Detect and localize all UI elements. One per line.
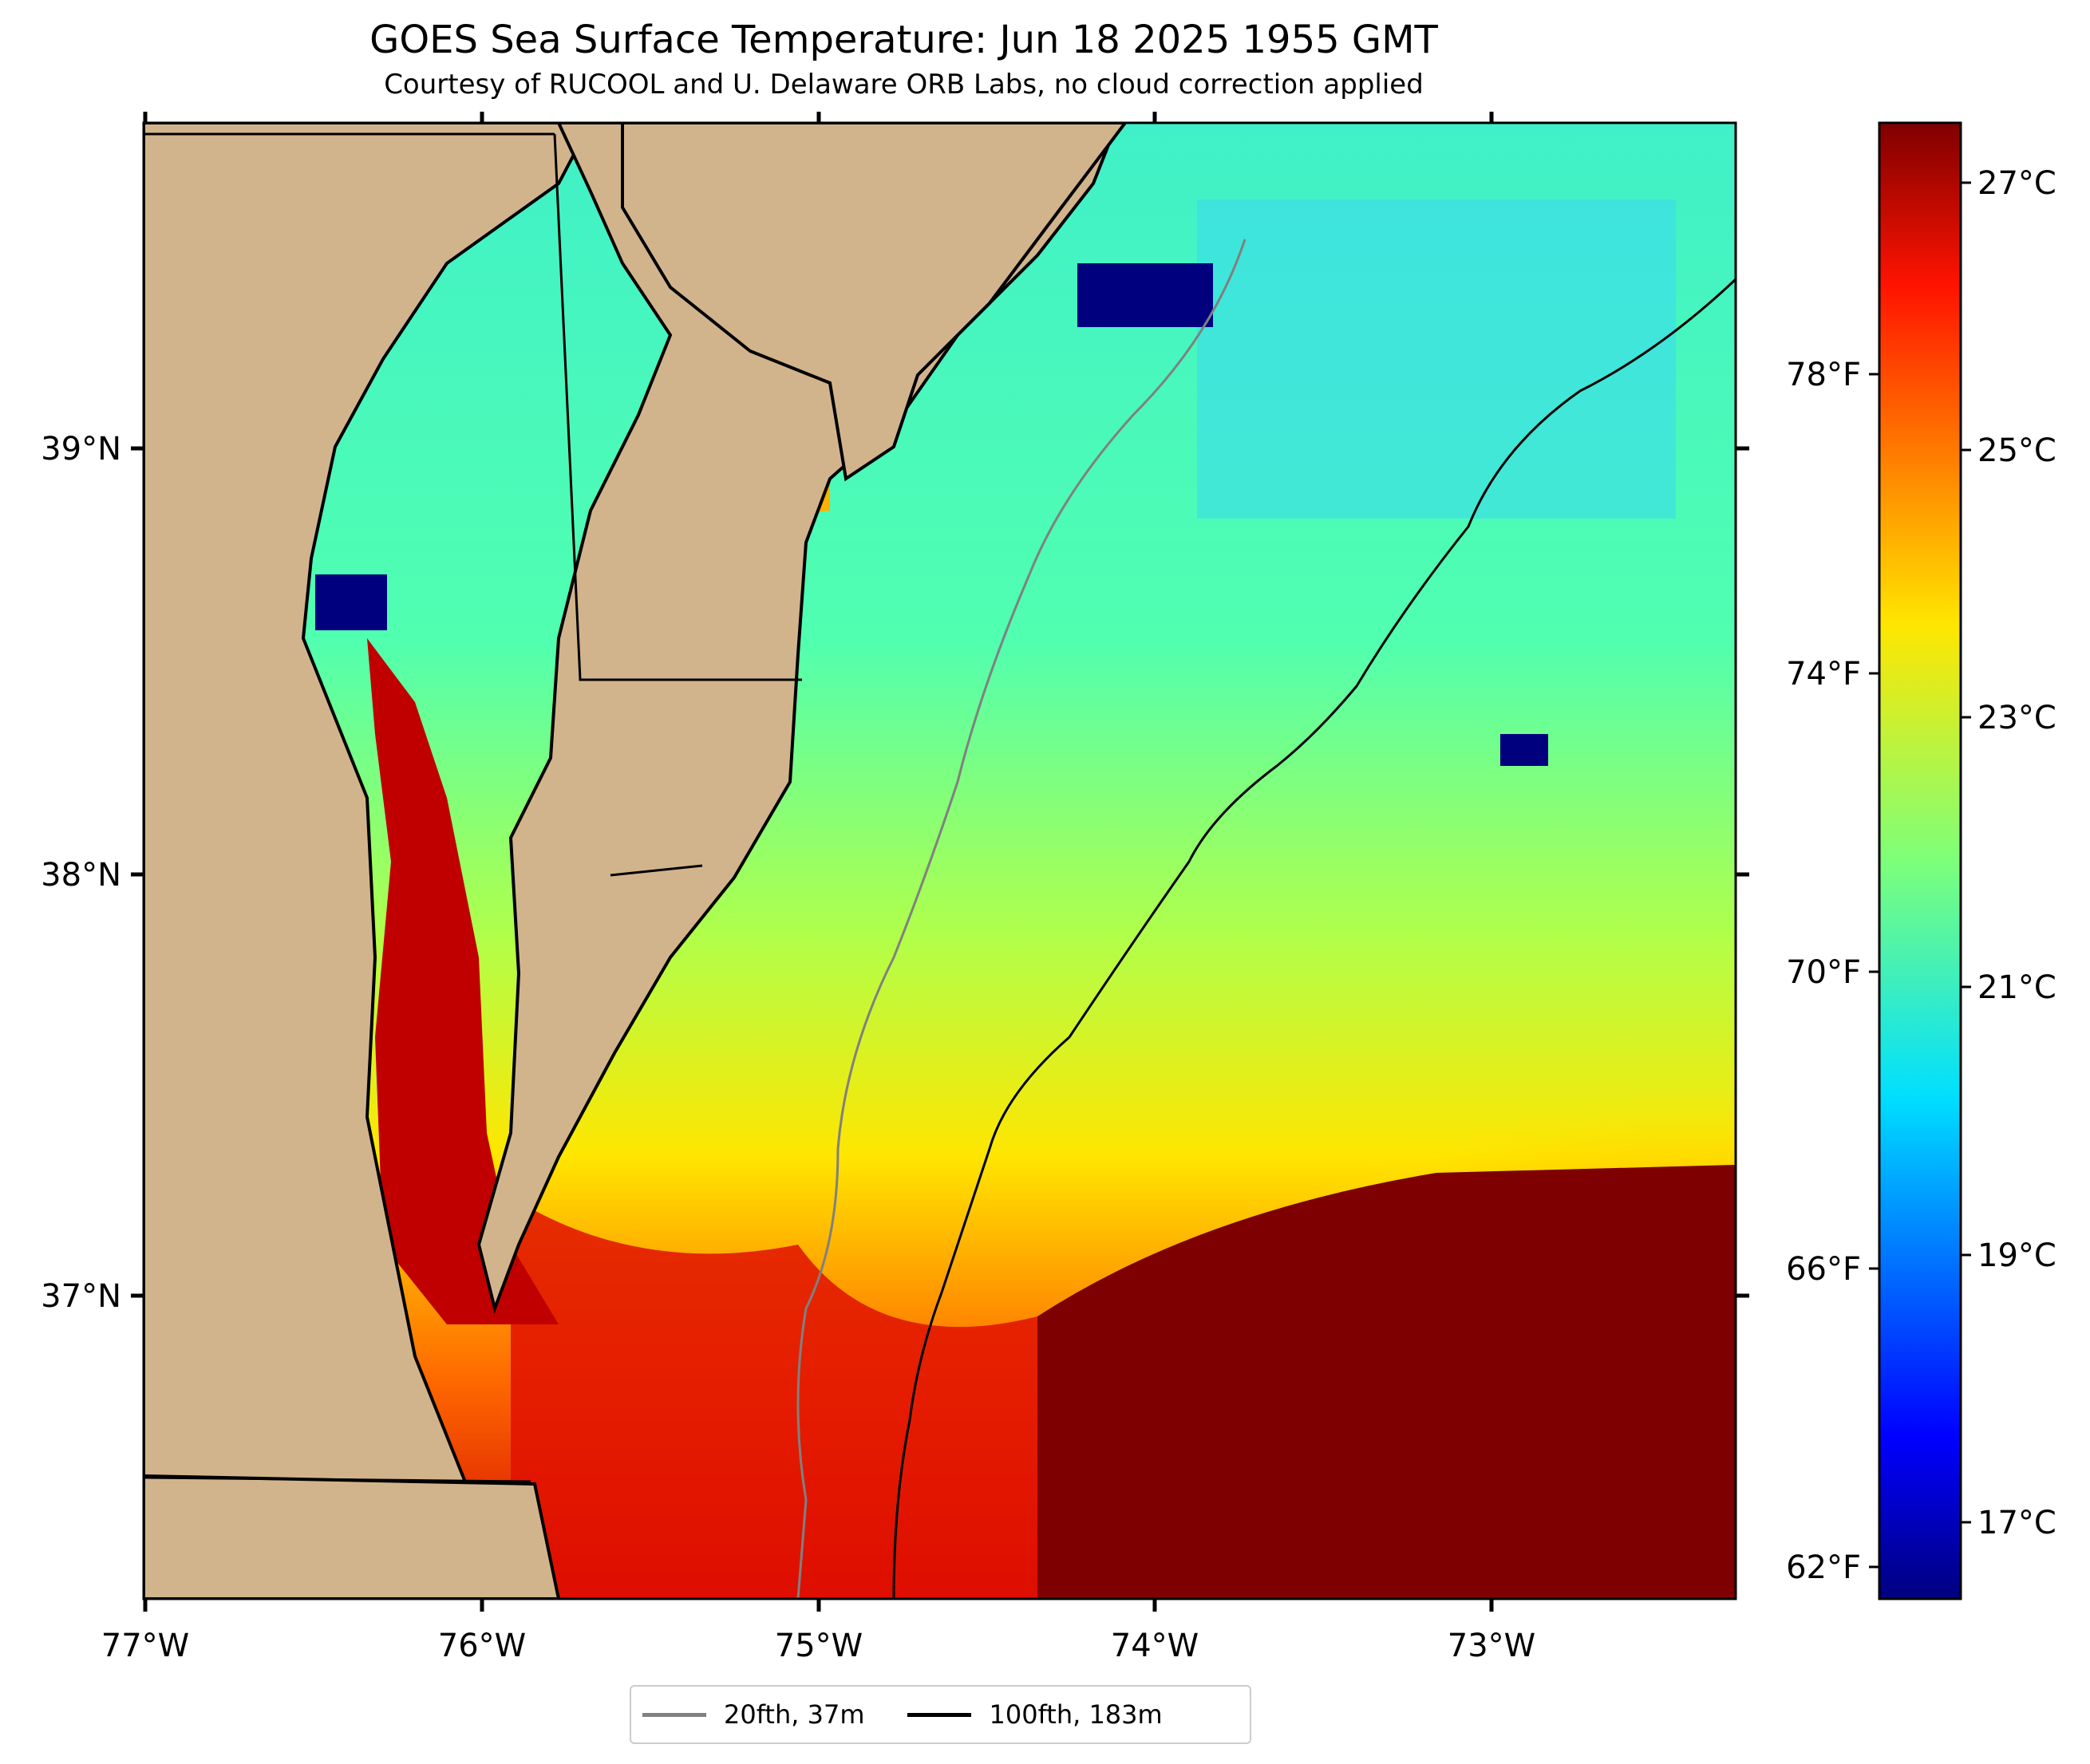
lon-label-73w: 73°W <box>1448 1628 1535 1664</box>
new-jersey-land <box>621 123 1128 482</box>
legend-item-100fth: 100fth, 183m <box>907 1699 1163 1730</box>
state-boundary <box>553 133 802 681</box>
legend-line-gray <box>642 1712 706 1717</box>
colorbar-label-f: 62°F <box>1786 1549 1861 1586</box>
colorbar-label-f: 78°F <box>1786 357 1861 393</box>
longitude-ticks <box>143 112 1494 1612</box>
state-boundary <box>610 864 703 877</box>
legend-item-20fth: 20fth, 37m <box>642 1699 864 1730</box>
lon-label-76w: 76°W <box>438 1628 526 1664</box>
colorbar-label-c: 17°C <box>1977 1505 2056 1541</box>
map-title: GOES Sea Surface Temperature: Jun 18 202… <box>369 18 1438 62</box>
legend-label: 20fth, 37m <box>724 1699 865 1730</box>
lon-label-74w: 74°W <box>1111 1628 1199 1664</box>
lat-label-37n: 37°N <box>41 1278 121 1315</box>
colorbar <box>1878 121 1962 1600</box>
no-data-cloud-patch <box>1500 734 1548 766</box>
map-frame <box>142 121 1737 1600</box>
legend-line-black <box>907 1712 972 1717</box>
isobath-20fth <box>796 239 1246 1599</box>
legend-label: 100fth, 183m <box>989 1699 1163 1730</box>
colorbar-label-c: 23°C <box>1977 700 2056 736</box>
delmarva-peninsula-land <box>476 123 1120 1314</box>
colorbar-label-c: 25°C <box>1977 432 2056 469</box>
sst-map-panel <box>144 123 1736 1599</box>
cool-water-patch <box>1197 199 1676 519</box>
lat-label-39n: 39°N <box>41 431 121 468</box>
colorbar-label-c: 19°C <box>1977 1237 2056 1274</box>
no-data-cloud-patch <box>315 574 387 630</box>
colorbar-label-f: 70°F <box>1786 954 1861 991</box>
colorbar-label-f: 66°F <box>1786 1251 1861 1288</box>
latitude-ticks <box>131 446 1749 1298</box>
no-data-cloud-patch <box>1077 263 1213 327</box>
lat-label-38n: 38°N <box>41 857 121 894</box>
map-legend: 20fth, 37m 100fth, 183m <box>630 1685 1251 1744</box>
colorbar-label-c: 27°C <box>1977 165 2056 202</box>
chesapeake-bay-sst <box>367 638 559 1324</box>
southern-land <box>144 1474 561 1599</box>
isobath-100fth <box>892 278 1736 1599</box>
lon-label-77w: 77°W <box>101 1628 189 1664</box>
map-subtitle: Courtesy of RUCOOL and U. Delaware ORB L… <box>384 69 1424 101</box>
colorbar-label-c: 21°C <box>1977 969 2056 1006</box>
warm-shelf-water <box>511 1197 1037 1599</box>
state-boundary <box>144 1476 531 1483</box>
colorbar-label-f: 74°F <box>1786 656 1861 693</box>
gulf-stream-core <box>1037 1165 1736 1599</box>
colorbar-ticks <box>1869 181 1971 1569</box>
lon-label-75w: 75°W <box>775 1628 863 1664</box>
